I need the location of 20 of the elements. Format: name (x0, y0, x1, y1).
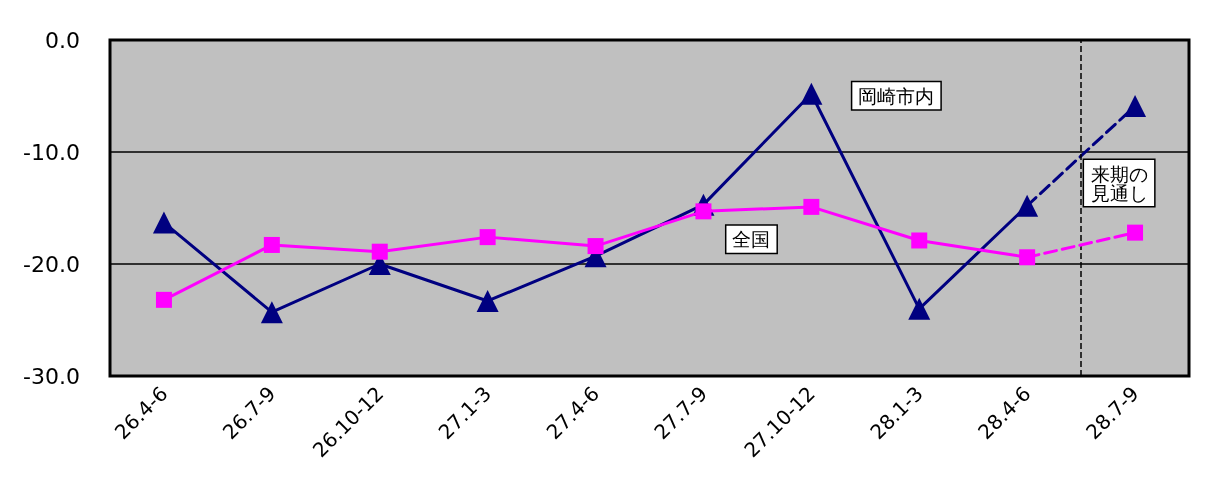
ref-line-label: 来期の見通し (1090, 162, 1148, 204)
point (908, 297, 931, 320)
point (476, 289, 499, 312)
point (479, 229, 496, 246)
point (152, 211, 175, 234)
series-label: 全国 (732, 228, 771, 251)
point (800, 82, 823, 105)
point (260, 301, 283, 324)
point (587, 238, 604, 255)
point (155, 291, 172, 308)
y-tick-label: -30.0 (23, 363, 80, 389)
point (263, 236, 280, 253)
point (1127, 224, 1144, 241)
y-tick-label: -20.0 (23, 251, 80, 277)
series-label: 岡崎市内 (858, 84, 935, 107)
point (371, 243, 388, 260)
point (803, 198, 820, 215)
y-tick-label: 0.0 (45, 27, 80, 53)
point (911, 232, 928, 249)
y-tick-label: -10.0 (23, 139, 80, 165)
